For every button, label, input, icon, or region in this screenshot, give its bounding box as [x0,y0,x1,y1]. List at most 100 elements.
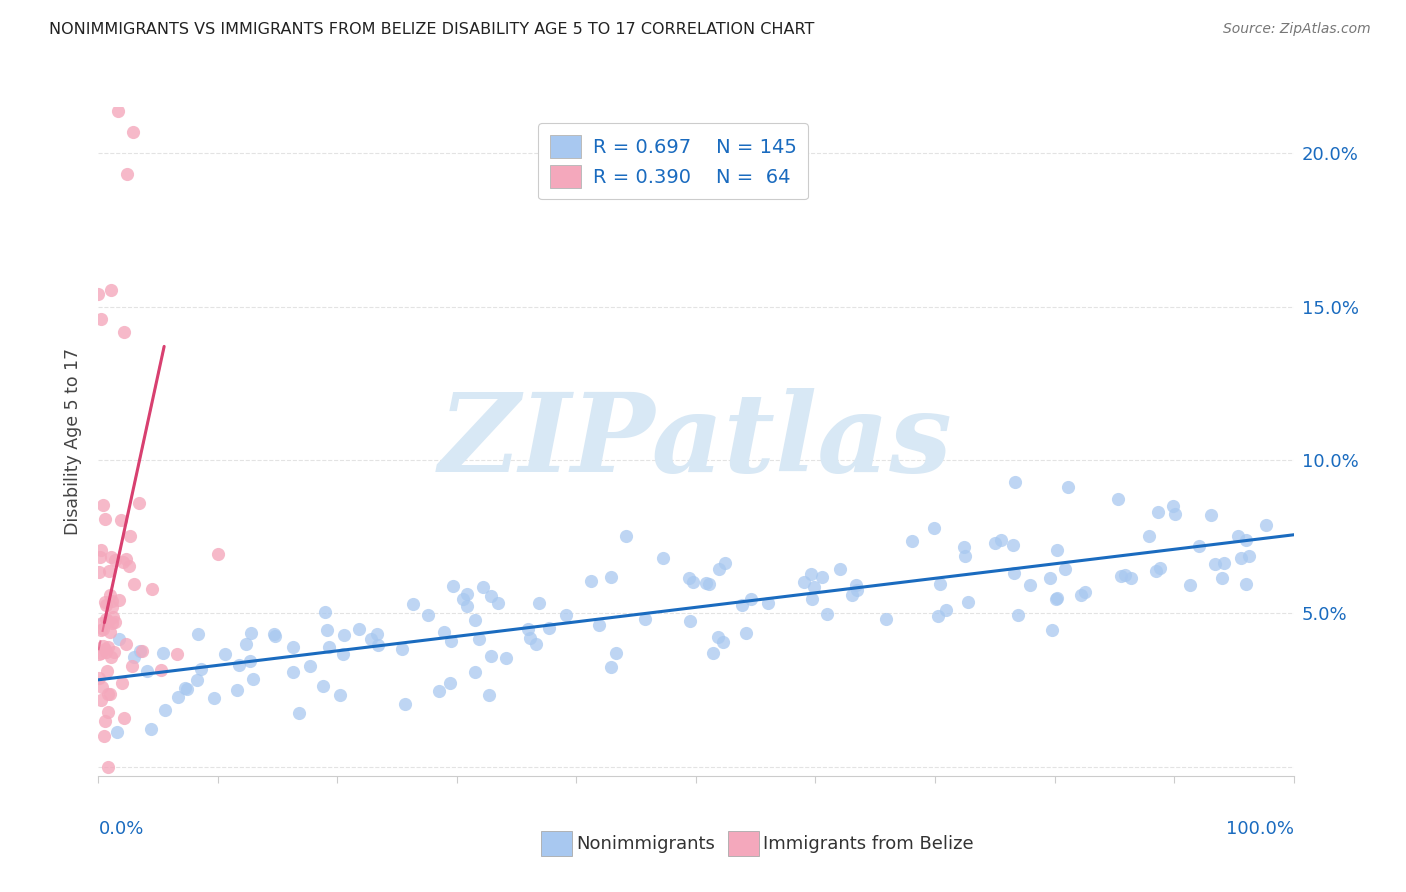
Point [1164,507,1187,521]
Point [207,547,229,561]
Point [464,665,486,679]
Point [264,629,287,643]
Point [588,617,610,632]
Point [112,555,135,569]
Point [91,640,114,654]
Point [107,104,129,119]
Point [714,556,737,570]
Point [98,625,121,640]
Point [935,603,957,617]
Point [228,658,250,673]
Point [122,577,145,591]
Point [1007,607,1029,622]
Text: Immigrants from Belize: Immigrants from Belize [763,835,974,853]
Point [299,659,322,673]
Point [1045,592,1067,607]
Point [101,615,124,630]
Point [167,690,190,704]
Point [1204,558,1226,572]
Point [97,614,120,628]
Point [94,642,117,657]
Point [481,589,503,603]
Point [131,644,153,658]
Point [815,607,838,621]
Point [91,622,114,636]
Point [614,529,637,543]
Point [1234,533,1257,547]
Point [471,580,494,594]
Point [101,593,124,607]
Point [89,550,111,565]
Point [402,598,425,612]
Point [110,513,132,527]
Point [87,287,110,301]
Point [800,567,823,582]
Point [91,680,114,694]
Point [846,583,869,598]
Point [122,126,145,140]
Point [537,621,560,635]
Point [103,609,125,624]
Point [1226,529,1249,543]
Point [90,623,112,637]
Point [153,703,176,717]
Point [98,588,121,602]
Text: 0.0%: 0.0% [98,820,143,838]
Point [87,565,110,579]
Point [97,705,120,719]
Text: NONIMMIGRANTS VS IMMIGRANTS FROM BELIZE DISABILITY AGE 5 TO 17 CORRELATION CHART: NONIMMIGRANTS VS IMMIGRANTS FROM BELIZE … [49,22,814,37]
Point [1002,538,1025,552]
Point [239,626,262,640]
Point [1119,571,1142,585]
Point [702,646,724,660]
Point [190,661,212,675]
Y-axis label: Disability Age 5 to 17: Disability Age 5 to 17 [65,348,83,535]
Point [97,640,120,654]
Point [202,691,225,706]
Point [803,580,825,594]
Point [1002,566,1025,580]
Text: Nonimmigrants: Nonimmigrants [576,835,716,853]
Point [1054,562,1077,576]
Point [479,648,502,663]
Point [288,706,311,720]
Point [318,640,340,654]
Point [928,576,950,591]
Point [225,683,247,698]
Point [756,596,779,610]
Point [456,599,478,614]
Point [114,638,136,652]
Point [467,632,489,647]
Point [1237,549,1260,563]
Point [599,660,621,674]
Point [98,687,121,701]
Point [830,562,852,576]
Point [984,536,1007,550]
Point [105,725,128,739]
Point [1211,572,1233,586]
Point [118,558,141,573]
Point [495,651,517,665]
Point [900,533,922,548]
Point [91,499,114,513]
Point [235,637,257,651]
Point [115,167,138,181]
Point [451,592,474,607]
Point [517,622,540,636]
Point [121,659,143,673]
Point [440,634,463,648]
Point [1019,577,1042,591]
Point [166,647,188,661]
Point [128,496,150,510]
Point [1178,578,1201,592]
Point [96,645,118,659]
Point [793,574,815,589]
Point [152,646,174,660]
Point [329,689,352,703]
Point [1144,564,1167,578]
Point [1188,539,1211,553]
Point [94,598,117,612]
Point [1107,492,1129,507]
Point [108,593,131,607]
Point [433,624,456,639]
